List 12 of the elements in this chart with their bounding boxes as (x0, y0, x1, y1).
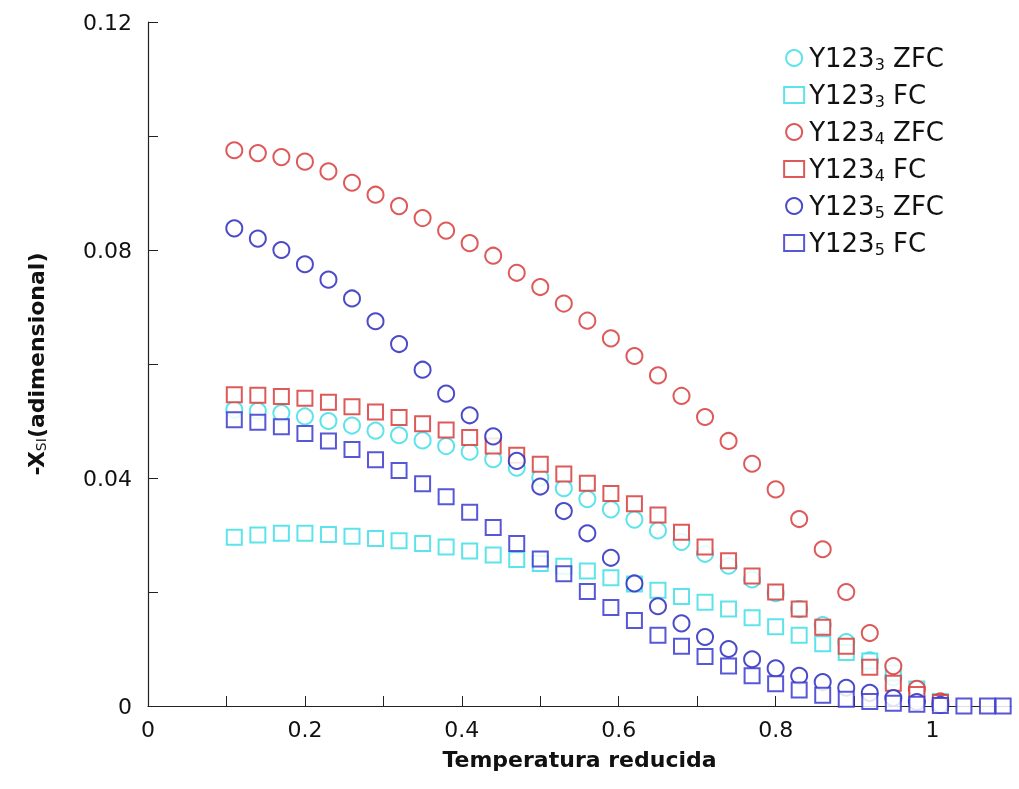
x-tick-label: 0.8 (758, 716, 794, 742)
y-tick-label: 0.12 (83, 9, 132, 35)
x-tick-label: 0.6 (601, 716, 637, 742)
y-tick-label: 0 (118, 693, 132, 719)
x-axis-title: Temperatura reducida (442, 746, 717, 772)
x-tick-label: 0.2 (287, 716, 323, 742)
y-axis-title: -XSI(adimensional) (23, 252, 49, 476)
y-tick-label: 0.08 (83, 237, 132, 263)
x-tick-label: 0 (141, 716, 155, 742)
x-tick-label: 0.4 (444, 716, 480, 742)
x-tick-label: 1 (925, 716, 940, 742)
y-tick-label: 0.04 (83, 465, 132, 491)
